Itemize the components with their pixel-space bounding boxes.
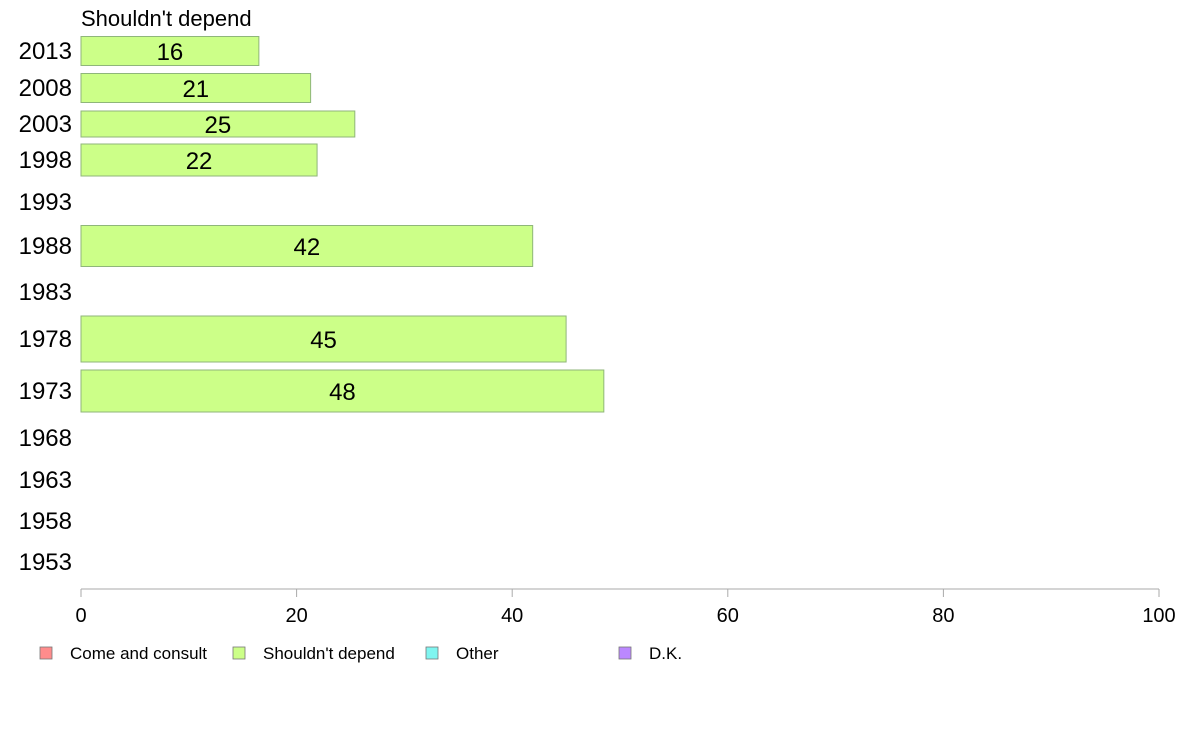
category-labels: 2013 2008 2003 1998 1993 1988 1983 1978 1973 1968… xyxy=(19,38,72,576)
bar-label-1973: 48 xyxy=(329,379,356,406)
category-label-1978: 1978 xyxy=(19,326,72,353)
bar-label-2008: 21 xyxy=(182,76,209,103)
legend: Come and consult Shouldn't depend Other D.K… xyxy=(39,644,682,663)
legend-label-other: Other xyxy=(456,644,499,663)
bar-label-2003: 25 xyxy=(205,112,232,139)
x-tick-label-80: 80 xyxy=(932,605,954,627)
bar-1973 xyxy=(80,369,605,413)
category-label-2013: 2013 xyxy=(19,38,72,65)
category-label-1993: 1993 xyxy=(19,189,72,216)
x-tick-label-40: 40 xyxy=(501,605,523,627)
category-label-1958: 1958 xyxy=(19,508,72,535)
bar-1988 xyxy=(80,225,534,267)
bar-labels: 16 21 25 22 42 45 48 xyxy=(157,39,356,406)
legend-swatch-come-and-consult xyxy=(39,646,53,660)
legend-label-shouldn-t-depend: Shouldn't depend xyxy=(263,644,395,663)
category-label-2008: 2008 xyxy=(19,75,72,102)
x-tick-label-20: 20 xyxy=(285,605,307,627)
bar-label-2013: 16 xyxy=(157,39,184,66)
category-label-1988: 1988 xyxy=(19,233,72,260)
bars xyxy=(80,36,605,413)
bar-label-1988: 42 xyxy=(293,234,320,261)
legend-swatch-other xyxy=(425,646,439,660)
legend-label-d-k: D.K. xyxy=(649,644,682,663)
panel-title: Shouldn't depend xyxy=(81,6,252,31)
x-tick-label-100: 100 xyxy=(1142,605,1175,627)
category-label-2003: 2003 xyxy=(19,111,72,138)
bar-2003 xyxy=(80,110,356,138)
legend-label-come-and-consult: Come and consult xyxy=(70,644,207,663)
bar-2008 xyxy=(80,73,312,103)
category-label-1968: 1968 xyxy=(19,425,72,452)
x-tick-label-0: 0 xyxy=(75,605,86,627)
x-axis: 0 20 40 60 80 100 xyxy=(75,588,1176,627)
bar-label-1978: 45 xyxy=(310,327,337,354)
x-tick-label-60: 60 xyxy=(717,605,739,627)
bar-2013 xyxy=(80,36,260,66)
category-label-1953: 1953 xyxy=(19,549,72,576)
category-label-1973: 1973 xyxy=(19,378,72,405)
category-label-1998: 1998 xyxy=(19,147,72,174)
category-label-1983: 1983 xyxy=(19,279,72,306)
legend-swatch-d-k xyxy=(618,646,632,660)
legend-swatch-shouldn-t-depend xyxy=(232,646,246,660)
bar-label-1998: 22 xyxy=(186,148,213,175)
category-label-1963: 1963 xyxy=(19,467,72,494)
bar-1998 xyxy=(80,143,318,177)
bar-1978 xyxy=(80,315,567,363)
